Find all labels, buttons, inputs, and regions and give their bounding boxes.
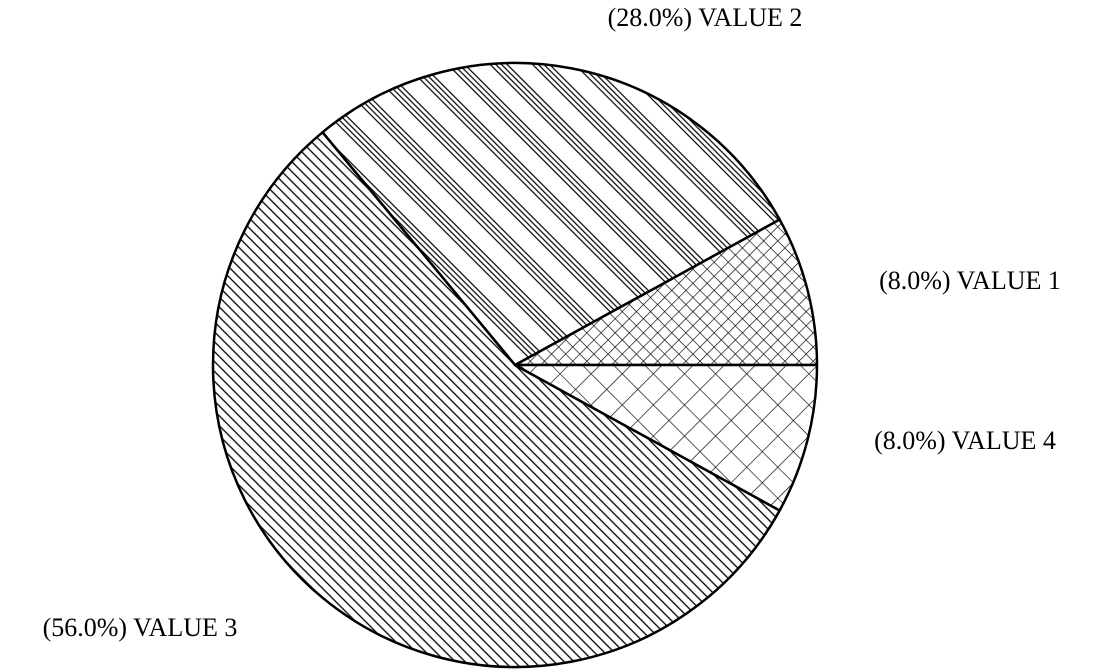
slice-label: (8.0%) VALUE 1 [879, 266, 1061, 295]
value-label: (8.0%) [879, 266, 950, 295]
category-label: VALUE 3 [133, 613, 237, 642]
slice-label: (56.0%) VALUE 3 [43, 613, 238, 642]
value-label: (28.0%) [608, 3, 692, 32]
pie-slice [513, 218, 819, 367]
slice-label: (8.0%) VALUE 4 [874, 426, 1056, 455]
pie-slice [513, 363, 819, 512]
pie-slice [211, 131, 781, 669]
pie-slice [321, 61, 781, 367]
category-label: VALUE 1 [957, 266, 1061, 295]
category-label: VALUE 4 [952, 426, 1056, 455]
value-label: (8.0%) [874, 426, 945, 455]
value-label: (56.0%) [43, 613, 127, 642]
category-label: VALUE 2 [698, 3, 802, 32]
slice-label: (28.0%) VALUE 2 [608, 3, 803, 32]
